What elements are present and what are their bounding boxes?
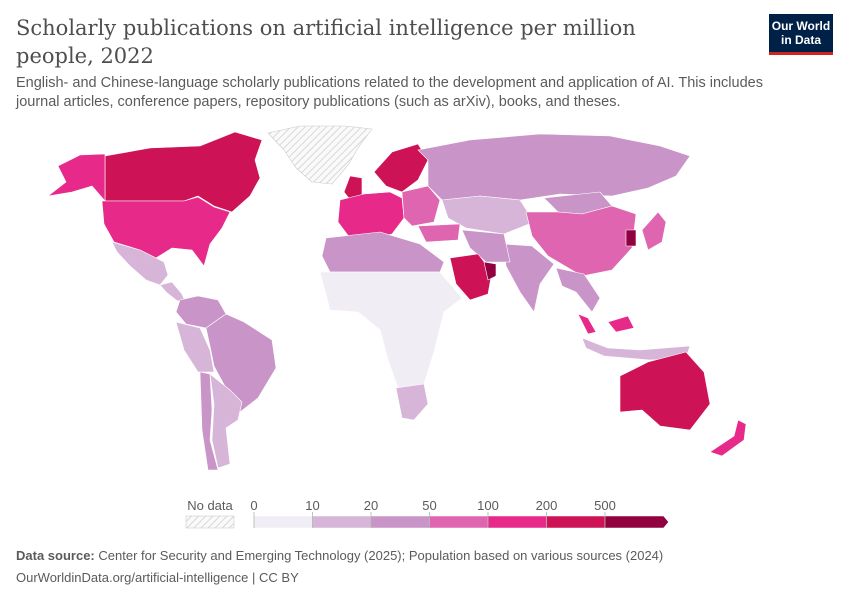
peru-bolivia[interactable] (175, 321, 215, 373)
data-source: Data source: Center for Security and Eme… (16, 548, 663, 563)
argentina[interactable] (209, 373, 243, 469)
brazil[interactable] (205, 313, 277, 413)
legend-tick-label: 50 (422, 498, 436, 513)
india[interactable] (503, 243, 555, 313)
legend-tick-label: 500 (594, 498, 616, 513)
japan[interactable] (641, 211, 667, 251)
china[interactable] (525, 205, 637, 277)
scandinavia[interactable] (373, 143, 429, 193)
malaysia[interactable] (577, 313, 635, 335)
north-africa[interactable] (321, 231, 445, 273)
legend-no-data-swatch (185, 515, 235, 529)
legend-bin-10-20[interactable] (312, 515, 372, 529)
chart-subtitle: English- and Chinese-language scholarly … (16, 75, 763, 110)
source-text: Center for Security and Emerging Technol… (98, 548, 664, 563)
legend-bin-0-10[interactable] (253, 515, 313, 529)
uae[interactable] (483, 261, 497, 281)
owid-logo[interactable]: Our World in Data (769, 14, 833, 55)
chile[interactable] (199, 371, 219, 471)
usa[interactable] (101, 196, 231, 267)
greenland[interactable] (267, 125, 373, 185)
western-europe[interactable] (337, 191, 405, 239)
central-asia[interactable] (441, 195, 535, 235)
logo-line-1: Our World (771, 19, 831, 33)
legend-bin-50-100[interactable] (429, 515, 489, 529)
chart-title: Scholarly publications on artificial int… (16, 16, 636, 68)
logo-line-2: in Data (780, 33, 821, 47)
legend-tick-label: 100 (477, 498, 499, 513)
mainland-southeast-asia[interactable] (555, 267, 601, 313)
legend-tick-label: 20 (364, 498, 378, 513)
map-legend: No data 0 10 20 50 100 200 500 (185, 498, 669, 529)
turkey[interactable] (417, 223, 461, 243)
legend-tick-label: 0 (250, 498, 257, 513)
iran[interactable] (461, 229, 511, 263)
legend-tick-label: 200 (536, 498, 558, 513)
legend-bin-20-50[interactable] (370, 515, 430, 529)
south-korea[interactable] (625, 229, 637, 247)
legend-no-data-label: No data (187, 498, 233, 513)
footer-url[interactable]: OurWorldinData.org/artificial-intelligen… (16, 570, 299, 585)
legend-bin-200-500[interactable] (546, 515, 606, 529)
south-africa[interactable] (395, 383, 429, 421)
sub-saharan-africa[interactable] (319, 271, 463, 389)
legend-bin-100-200[interactable] (487, 515, 547, 529)
mexico[interactable] (111, 241, 169, 286)
new-zealand[interactable] (709, 419, 747, 457)
legend-bin-500+[interactable] (604, 515, 669, 529)
legend-tick-label: 10 (305, 498, 319, 513)
russia[interactable] (417, 133, 691, 201)
canada[interactable] (104, 131, 263, 213)
saudi-arabia[interactable] (449, 253, 493, 301)
source-label: Data source: (16, 548, 95, 563)
alaska[interactable] (47, 153, 106, 202)
australia[interactable] (619, 351, 711, 431)
